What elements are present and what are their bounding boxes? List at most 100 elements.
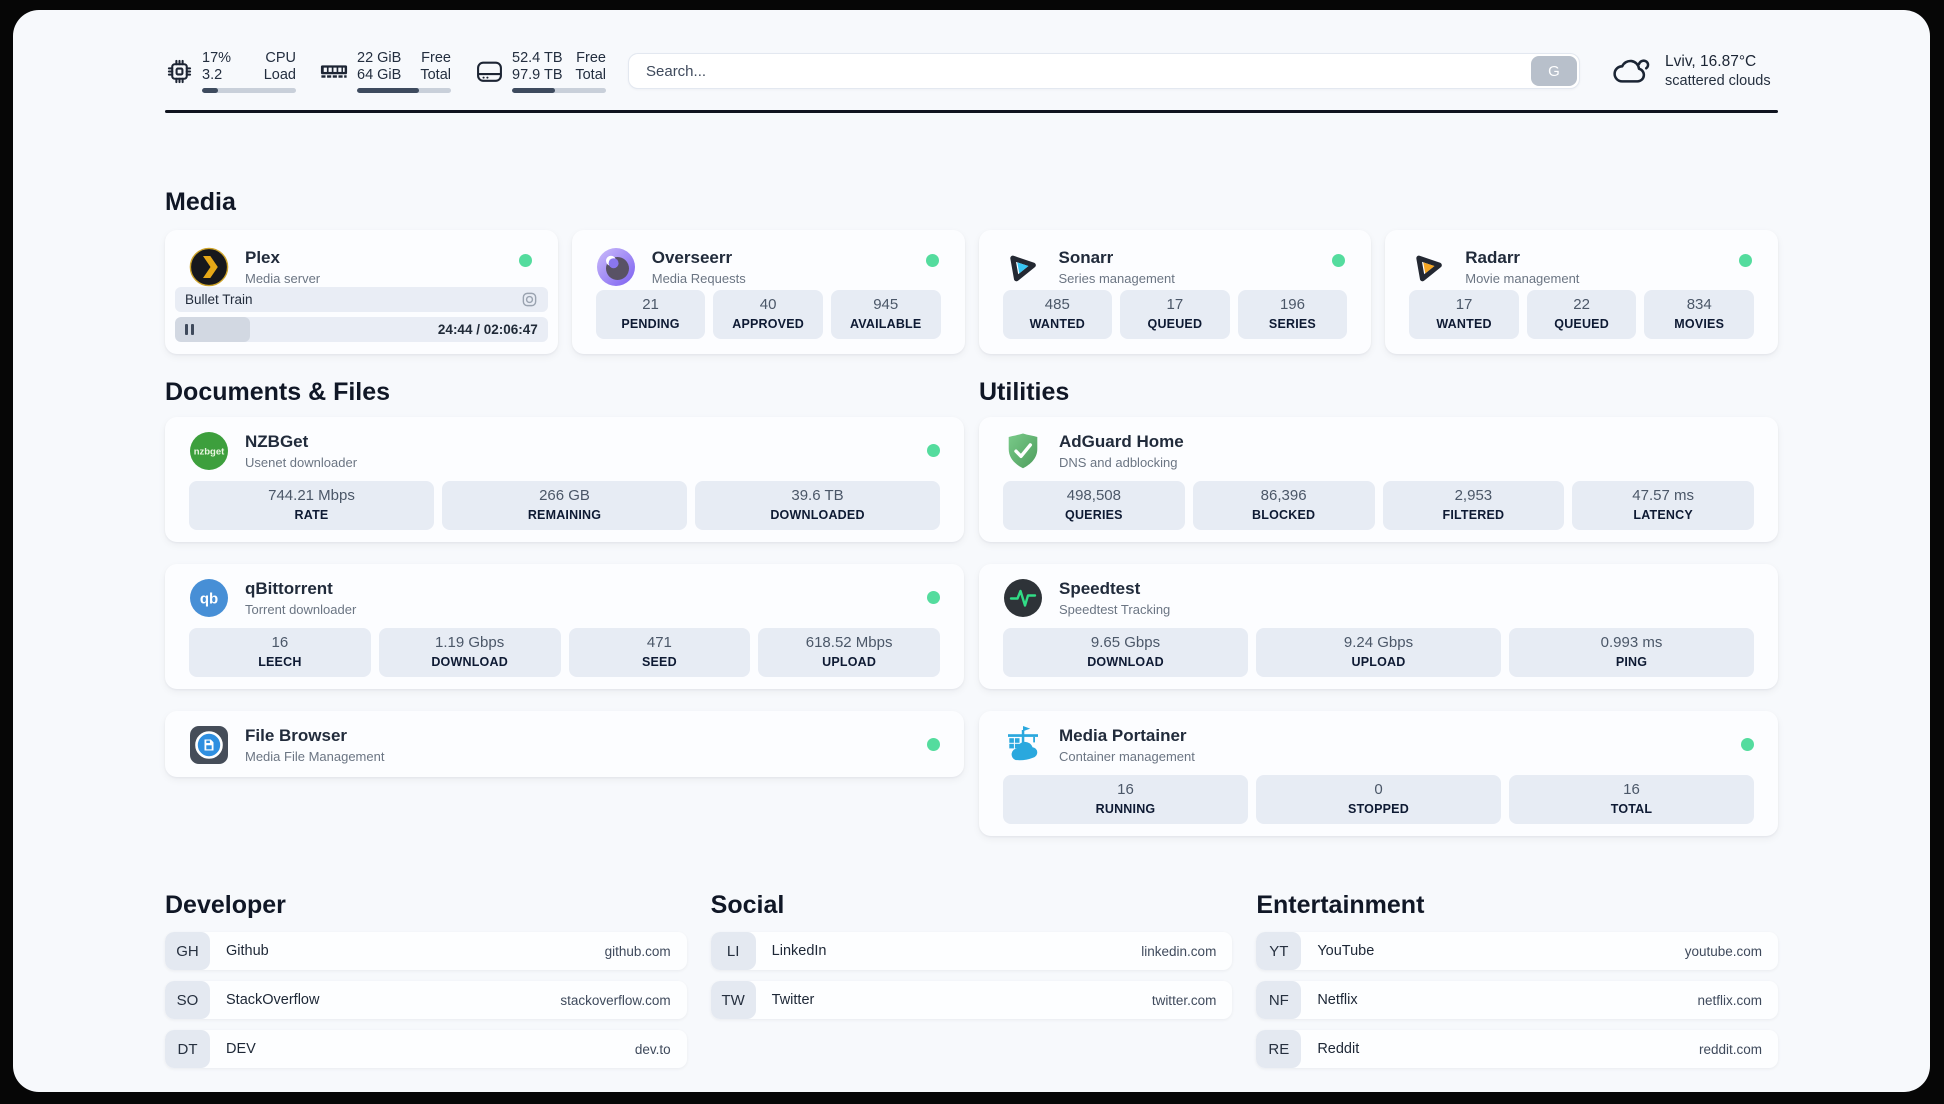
- documents-section-title: Documents & Files: [165, 378, 391, 406]
- app-subtitle: Speedtest Tracking: [1059, 602, 1171, 617]
- playback-time: 24:44 / 02:06:47: [437, 322, 538, 337]
- media-grid: Plex Media server Bullet Train: [165, 230, 1778, 354]
- speedtest-icon: [1003, 578, 1043, 618]
- disk-total: 97.9 TB: [512, 66, 563, 83]
- bookmark-name: YouTube: [1317, 943, 1375, 959]
- sonarr-icon: [1003, 247, 1043, 287]
- playback-progress-bar: 24:44 / 02:06:47: [175, 317, 548, 342]
- radarr-card[interactable]: Radarr Movie management 17 WANTED 22 QUEUE…: [1385, 230, 1778, 354]
- app-subtitle: Usenet downloader: [245, 455, 358, 470]
- status-dot: [1741, 738, 1754, 751]
- stat-downloaded: 39.6 TB DOWNLOADED: [695, 481, 940, 530]
- app-subtitle: Series management: [1058, 271, 1175, 286]
- app-name: Overseerr: [651, 248, 733, 267]
- stat-latency: 47.57 ms LATENCY: [1572, 481, 1754, 530]
- cpu-widget: 17% CPU 3.2 Load: [165, 50, 296, 93]
- qbittorrent-card[interactable]: qb qBittorrent Torrent downloader 16 LEEC…: [165, 564, 964, 689]
- bookmark-netflix[interactable]: NF Netflix netflix.com: [1256, 981, 1778, 1019]
- stat-approved: 40 APPROVED: [713, 290, 823, 339]
- bookmark-github[interactable]: GH Github github.com: [165, 932, 687, 970]
- disk-free-label: Free: [576, 49, 606, 66]
- ram-icon: [320, 57, 348, 85]
- bookmark-name: StackOverflow: [226, 992, 320, 1008]
- app-subtitle: Torrent downloader: [245, 602, 357, 617]
- developer-section-title: Developer: [165, 891, 286, 919]
- speedtest-card[interactable]: Speedtest Speedtest Tracking 9.65 Gbps DO…: [979, 564, 1778, 689]
- system-widgets: 17% CPU 3.2 Load: [165, 50, 606, 93]
- stat-queries: 498,508 QUERIES: [1003, 481, 1185, 530]
- stat-filtered: 2,953 FILTERED: [1382, 481, 1565, 530]
- portainer-card[interactable]: Media Portainer Container management 16 R…: [979, 711, 1778, 836]
- bookmark-stackoverflow[interactable]: SO StackOverflow stackoverflow.com: [165, 981, 687, 1019]
- weather-condition: scattered clouds: [1665, 72, 1771, 89]
- bookmark-reddit[interactable]: RE Reddit reddit.com: [1256, 1030, 1778, 1068]
- svg-text:qb: qb: [200, 591, 218, 608]
- overseerr-card[interactable]: Overseerr Media Requests 21 PENDING 40 APP…: [571, 230, 965, 354]
- app-name: Radarr: [1465, 248, 1521, 267]
- ram-free: 22 GiB: [357, 49, 402, 66]
- search-bar: G: [628, 53, 1580, 89]
- stat-wanted: 17 WANTED: [1409, 290, 1519, 339]
- search-input[interactable]: [628, 53, 1580, 89]
- bookmark-youtube[interactable]: YT YouTube youtube.com: [1256, 932, 1778, 970]
- bookmark-url: dev.to: [634, 1041, 671, 1057]
- cpu-progress-bar: [202, 87, 296, 93]
- app-subtitle: DNS and adblocking: [1059, 455, 1178, 470]
- nzbget-card[interactable]: nzbget NZBGet Usenet downloader 744.21 M…: [165, 417, 964, 542]
- disk-free: 52.4 TB: [512, 49, 563, 66]
- dashboard-page: 17% CPU 3.2 Load: [13, 10, 1930, 1092]
- search-engine-button[interactable]: G: [1531, 56, 1577, 86]
- stat-leech: 16 LEECH: [189, 628, 371, 677]
- radarr-icon: [1409, 247, 1449, 287]
- disk-progress-bar: [512, 87, 606, 93]
- bookmark-url: github.com: [604, 943, 671, 959]
- status-dot: [927, 444, 940, 457]
- app-name: NZBGet: [245, 432, 309, 451]
- header: 17% CPU 3.2 Load: [165, 46, 1778, 96]
- weather-widget: Lviv, 16.87°C scattered clouds: [1610, 52, 1778, 91]
- bookmark-dev[interactable]: DT DEV dev.to: [165, 1030, 687, 1068]
- app-subtitle: Media File Management: [245, 749, 385, 764]
- stat-running: 16 RUNNING: [1003, 775, 1248, 824]
- bookmark-badge: YT: [1256, 932, 1302, 970]
- bookmark-url: twitter.com: [1151, 992, 1217, 1008]
- stat-download: 9.65 Gbps DOWNLOAD: [1003, 628, 1248, 677]
- cpu-label: CPU: [265, 49, 296, 66]
- bookmark-url: youtube.com: [1684, 943, 1762, 959]
- filebrowser-card[interactable]: File Browser Media File Management: [165, 711, 964, 777]
- stat-blocked: 86,396 BLOCKED: [1192, 481, 1375, 530]
- ram-total: 64 GiB: [357, 66, 402, 83]
- bookmark-badge: SO: [165, 981, 210, 1019]
- bookmark-name: Twitter: [771, 992, 815, 1008]
- utilities-section: Utilities: [979, 377, 1778, 836]
- app-name: Media Portainer: [1059, 726, 1187, 745]
- bookmark-badge: NF: [1256, 981, 1302, 1019]
- status-dot: [925, 254, 939, 267]
- stat-seed: 471 SEED: [568, 628, 751, 677]
- nzbget-icon: nzbget: [189, 431, 229, 471]
- app-subtitle: Movie management: [1465, 271, 1580, 286]
- status-dot: [1332, 254, 1346, 267]
- status-dot: [927, 738, 940, 751]
- pause-icon[interactable]: [185, 324, 194, 335]
- bookmark-linkedin[interactable]: LI LinkedIn linkedin.com: [710, 932, 1233, 970]
- bookmark-badge: GH: [165, 932, 210, 970]
- app-name: Sonarr: [1058, 248, 1114, 267]
- cpu-load: 3.2: [202, 66, 223, 83]
- bookmark-twitter[interactable]: TW Twitter twitter.com: [710, 981, 1233, 1019]
- bookmark-name: Github: [226, 943, 269, 959]
- app-subtitle: Media Requests: [651, 271, 746, 286]
- entertainment-section-title: Entertainment: [1256, 891, 1425, 919]
- disk-icon: [475, 57, 503, 85]
- adguard-card[interactable]: AdGuard Home DNS and adblocking 498,508 Q…: [979, 417, 1778, 542]
- ram-total-label: Total: [420, 66, 451, 83]
- cpu-load-label: Load: [263, 66, 296, 83]
- plex-card[interactable]: Plex Media server Bullet Train: [165, 230, 558, 354]
- qbittorrent-icon: qb: [189, 578, 229, 618]
- sonarr-card[interactable]: Sonarr Series management 485 WANTED 17 QUE…: [978, 230, 1372, 354]
- bookmark-url: reddit.com: [1698, 1041, 1762, 1057]
- stat-remaining: 266 GB REMAINING: [442, 481, 687, 530]
- stat-ping: 0.993 ms PING: [1509, 628, 1754, 677]
- stat-total: 16 TOTAL: [1509, 775, 1754, 824]
- bookmark-url: linkedin.com: [1141, 943, 1217, 959]
